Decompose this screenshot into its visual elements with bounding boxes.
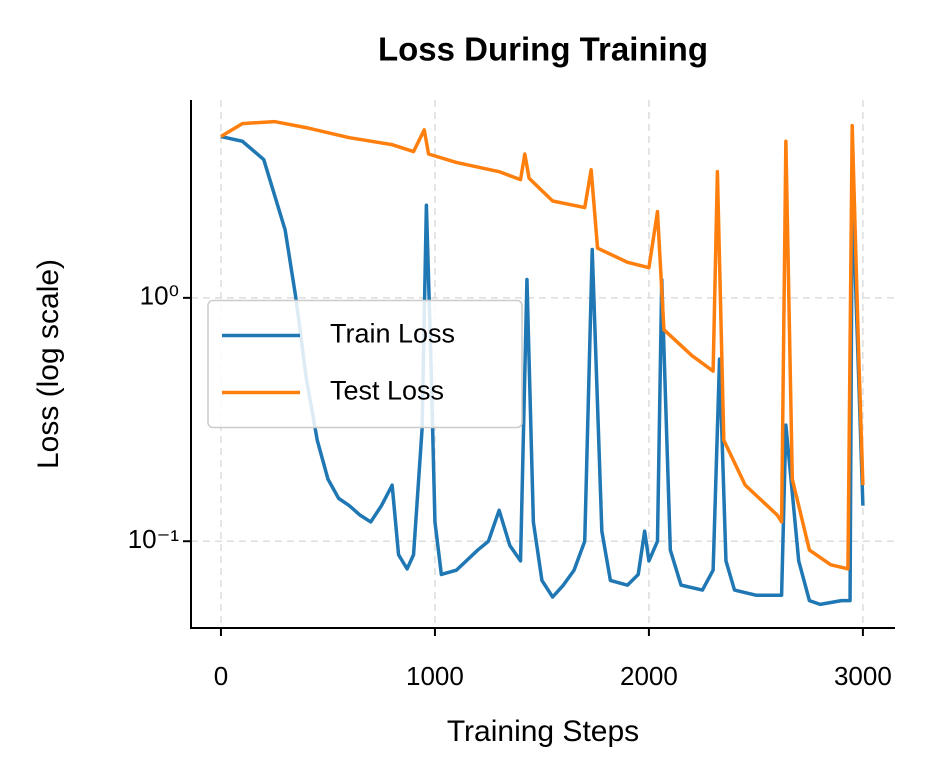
legend-label: Train Loss	[330, 319, 455, 349]
legend-box	[207, 299, 523, 429]
legend: Train Loss Test Loss	[207, 299, 523, 429]
x-tick-label: 3000	[834, 661, 892, 691]
y-tick-label: 10⁰	[140, 281, 179, 311]
x-tick-label: 2000	[620, 661, 678, 691]
y-tick-label: 10⁻¹	[128, 524, 180, 554]
y-axis-label: Loss (log scale)	[32, 259, 65, 469]
series-line	[220, 134, 865, 607]
series-line	[220, 119, 865, 571]
legend-label: Test Loss	[330, 376, 444, 406]
chart-title: Loss During Training	[378, 31, 708, 68]
x-axis-label: Training Steps	[447, 715, 639, 748]
plot-area	[220, 119, 865, 607]
x-tick-label: 0	[214, 661, 228, 691]
x-tick-label: 1000	[406, 661, 464, 691]
